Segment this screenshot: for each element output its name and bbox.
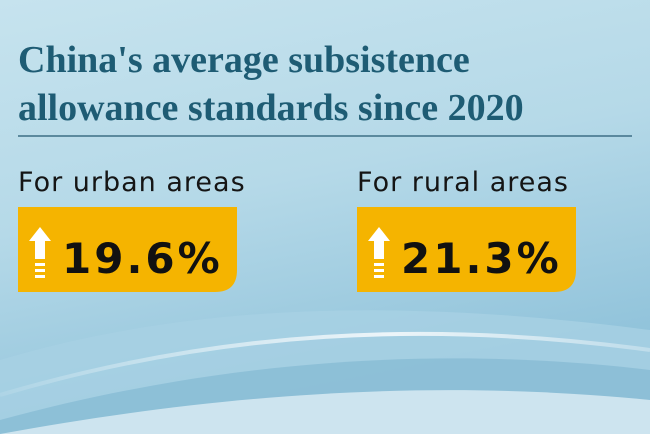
stat-value: 19.6%: [62, 234, 223, 283]
wave-line: [0, 331, 650, 397]
arrow-icon: [368, 227, 390, 278]
badge: [18, 207, 237, 292]
title-line: allowance standards since 2020: [18, 87, 524, 129]
arrow-icon: [29, 227, 51, 278]
stat: For urban areas 19.6%: [18, 167, 246, 292]
stat-value: 21.3%: [401, 234, 562, 283]
stat: For rural areas 21.3%: [357, 167, 576, 292]
stat-label: For urban areas: [18, 167, 246, 198]
wave: [0, 390, 650, 434]
stat-label: For rural areas: [357, 167, 569, 198]
badge: [357, 207, 576, 292]
title-line: China's average subsistence: [18, 39, 470, 81]
